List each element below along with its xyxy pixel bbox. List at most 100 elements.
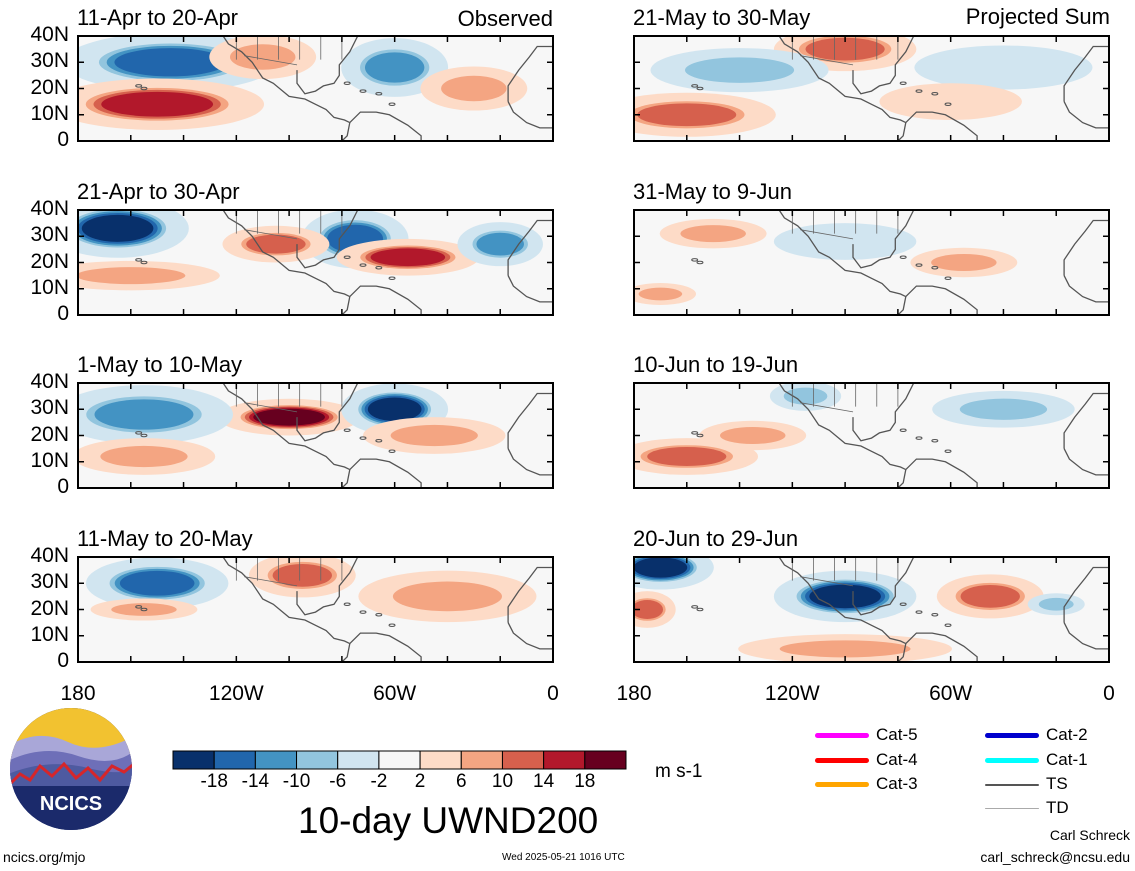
island	[343, 81, 351, 85]
legend-label: Cat-4	[876, 750, 918, 769]
projected-label: Projected Sum	[965, 4, 1110, 29]
island	[343, 428, 351, 432]
panel-title: 20-Jun to 29-Jun	[633, 526, 799, 551]
field-contour	[364, 52, 425, 83]
field-contour	[680, 225, 746, 243]
y-tick-label: 30N	[30, 396, 69, 420]
field-contour	[101, 91, 214, 117]
island	[140, 260, 148, 265]
x-tick-label: 180	[60, 682, 96, 705]
field-contour	[272, 564, 332, 587]
coastline	[905, 111, 978, 141]
field-contour	[634, 557, 688, 578]
border-line	[800, 402, 854, 413]
border-line	[244, 402, 298, 413]
legend-swatch-cat-4	[815, 758, 869, 763]
colorbar-swatch	[460, 750, 503, 770]
island	[359, 263, 367, 267]
coastline	[507, 45, 553, 102]
coastline	[852, 210, 915, 269]
colorbar-tick-label: 14	[533, 771, 555, 792]
coastline	[222, 383, 351, 488]
colorbar-swatch	[296, 750, 339, 770]
field-contour	[634, 600, 664, 619]
island	[140, 86, 148, 91]
island	[140, 433, 148, 438]
field-contour	[959, 398, 1048, 420]
coastline	[222, 557, 351, 662]
field-contour	[805, 37, 885, 61]
border-line	[244, 229, 298, 240]
colorbar-tick-label: -18	[200, 771, 228, 792]
island	[931, 92, 939, 96]
y-tick-label: 40N	[30, 197, 69, 220]
field-contour	[390, 424, 478, 447]
y-tick-label: 0	[57, 649, 69, 672]
coastline	[778, 557, 907, 662]
coastline	[507, 219, 553, 276]
island	[696, 260, 704, 265]
field-contour	[931, 254, 997, 271]
legend-label: TD	[1046, 798, 1069, 817]
island	[375, 439, 383, 443]
ncics-logo: NCICS	[10, 708, 132, 830]
panel-1-2	[633, 382, 1110, 489]
field-contour	[111, 603, 177, 616]
coastline	[296, 36, 359, 95]
legend-label: TS	[1046, 774, 1068, 793]
observed-label: Observed	[457, 6, 553, 31]
colorbar-swatch	[254, 750, 298, 770]
legend-swatch-cat-2	[985, 733, 1039, 738]
x-tick-label: 120W	[208, 682, 264, 705]
panel-title: 31-May to 9-Jun	[633, 179, 792, 204]
colorbar-swatch	[584, 750, 627, 770]
x-tick-label: 0	[1103, 682, 1115, 705]
field-contour	[392, 581, 502, 612]
field-contour	[637, 103, 737, 127]
panel-1-3	[633, 556, 1110, 663]
y-tick-label: 40N	[30, 23, 69, 46]
island	[140, 607, 148, 612]
field-contour	[685, 57, 795, 83]
coastline	[507, 101, 553, 129]
legend-swatch-cat-1	[985, 758, 1039, 763]
footer-email: carl_schreck@ncsu.edu	[980, 849, 1130, 865]
y-tick-label: 10N	[30, 101, 69, 125]
colorbar-swatch	[213, 750, 256, 770]
y-tick-label: 20N	[30, 422, 69, 446]
colorbar-swatch	[419, 750, 462, 770]
coastline	[1063, 392, 1109, 449]
field-contour	[78, 267, 186, 285]
field-contour	[441, 75, 507, 102]
y-tick-label: 30N	[30, 49, 69, 73]
coastline	[507, 275, 553, 303]
field-contour	[809, 584, 881, 609]
field-contour	[476, 232, 524, 256]
island	[343, 602, 351, 606]
y-tick-label: 10N	[30, 275, 69, 299]
coastline	[1063, 275, 1109, 303]
island	[691, 258, 699, 262]
island	[691, 431, 699, 435]
coastline	[296, 557, 359, 616]
field-contour	[960, 585, 1020, 608]
logo-text: NCICS	[40, 793, 102, 815]
panel-0-0	[77, 35, 554, 142]
colorbar-swatch	[378, 750, 421, 770]
island	[388, 623, 396, 627]
panel-0-2	[77, 382, 554, 489]
island	[135, 84, 143, 88]
island	[899, 255, 907, 259]
colorbar-swatch	[337, 750, 380, 770]
panel-1-0	[633, 35, 1110, 142]
colorbar-tick-label: 6	[455, 771, 467, 792]
y-tick-label: 0	[57, 475, 69, 498]
y-tick-label: 30N	[30, 223, 69, 247]
units-label: m s-1	[655, 761, 703, 782]
colorbar-swatch	[543, 750, 586, 770]
field-contour	[229, 44, 296, 70]
coastline	[1063, 45, 1109, 102]
footer-url: ncics.org/mjo	[3, 849, 86, 865]
field-contour	[370, 248, 446, 267]
field-contour	[81, 214, 154, 242]
